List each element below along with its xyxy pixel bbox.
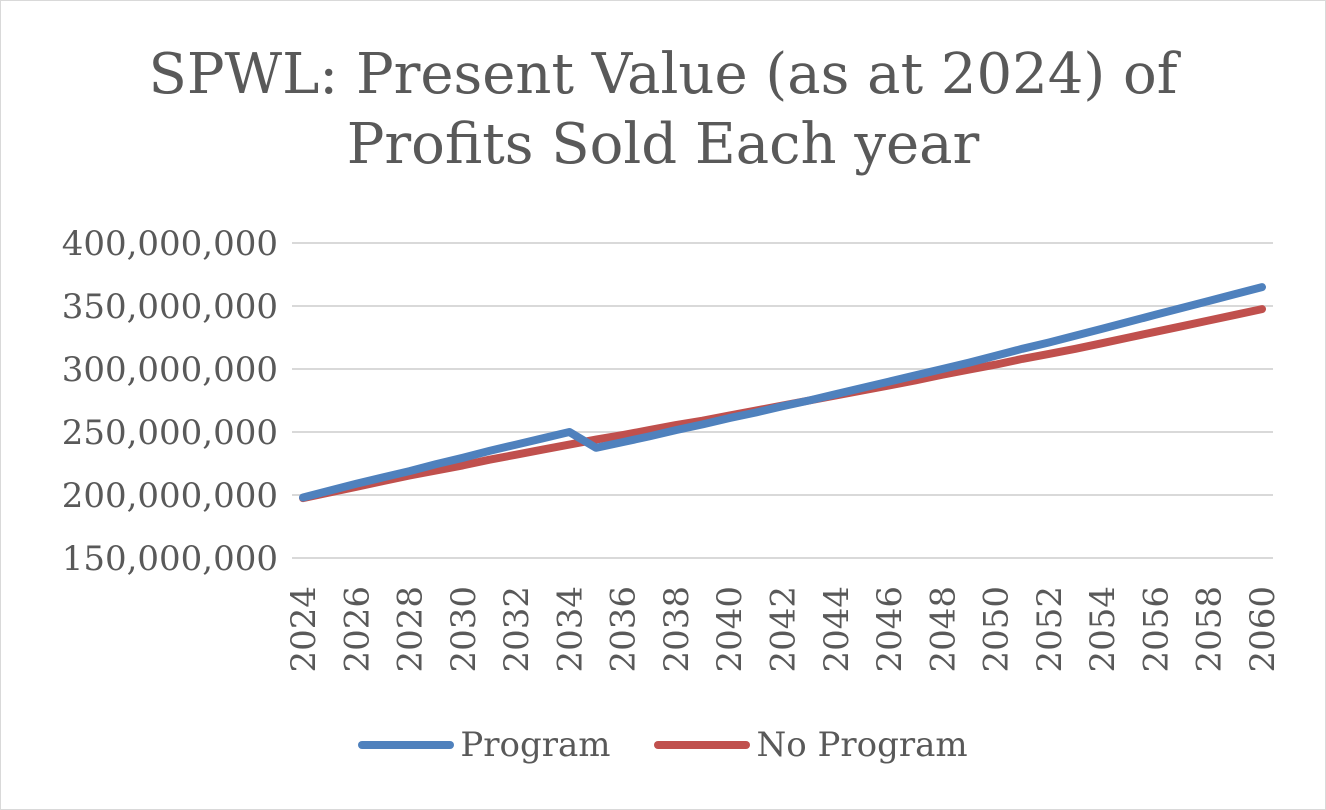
y-tick-label: 250,000,000	[62, 413, 278, 453]
x-tick-label: 2044	[817, 586, 857, 673]
x-tick-label: 2048	[923, 586, 963, 673]
legend-item-no-program: No Program	[654, 725, 968, 765]
x-tick-label: 2032	[497, 586, 537, 673]
y-tick-label: 350,000,000	[62, 287, 278, 327]
x-tick-label: 2024	[284, 586, 324, 673]
x-tick-label: 2054	[1083, 586, 1123, 673]
x-tick-label: 2050	[977, 586, 1017, 673]
legend-label-no-program: No Program	[756, 725, 968, 765]
x-tick-label: 2030	[444, 586, 484, 673]
x-tick-label: 2058	[1190, 586, 1230, 673]
x-tick-label: 2060	[1243, 586, 1283, 673]
x-tick-label: 2042	[764, 586, 804, 673]
y-tick-label: 200,000,000	[62, 476, 278, 516]
x-axis-tick-labels: 2024 2026 2028 2030 2032 2034 2036 2038 2040 2042…	[284, 586, 1283, 673]
x-tick-label: 2046	[870, 586, 910, 673]
x-tick-label: 2052	[1030, 586, 1070, 673]
legend-label-program: Program	[460, 725, 611, 765]
series-line-program	[299, 283, 1266, 502]
x-tick-label: 2034	[550, 586, 590, 673]
x-tick-label: 2056	[1136, 586, 1176, 673]
x-tick-label: 2028	[391, 586, 431, 673]
x-tick-label: 2026	[337, 586, 377, 673]
legend: Program No Program	[0, 722, 1326, 768]
x-tick-label: 2038	[657, 586, 697, 673]
chart-title: SPWL: Present Value (as at 2024) of Prof…	[0, 40, 1326, 180]
legend-swatch-no-program	[654, 741, 751, 749]
legend-swatch-program	[358, 741, 455, 749]
x-tick-label: 2040	[710, 586, 750, 673]
chart-title-line-1: SPWL: Present Value (as at 2024) of	[148, 42, 1178, 107]
y-tick-label: 150,000,000	[62, 539, 278, 579]
y-tick-label: 400,000,000	[62, 224, 278, 264]
series-lines	[299, 283, 1266, 503]
y-axis-tick-labels: 150,000,000 200,000,000 250,000,000 300,000…	[62, 224, 278, 579]
legend-item-program: Program	[358, 725, 610, 765]
gridlines	[292, 242, 1273, 559]
y-tick-label: 300,000,000	[62, 350, 278, 390]
x-tick-label: 2036	[604, 586, 644, 673]
chart-title-line-2: Profits Sold Each year	[346, 112, 980, 177]
